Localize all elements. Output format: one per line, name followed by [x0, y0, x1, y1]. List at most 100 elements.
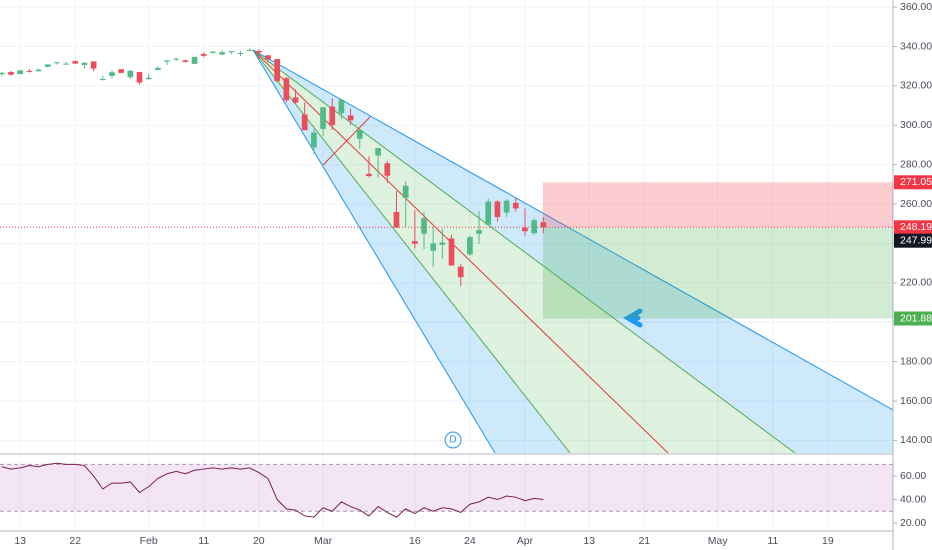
y-tick-label: 140.00 — [900, 434, 932, 446]
candle-body — [512, 202, 519, 209]
x-tick-label: 11 — [198, 535, 209, 547]
y-tick-label: 320.00 — [900, 80, 932, 92]
y-tick-label: 360.00 — [900, 1, 932, 13]
x-tick-label: Apr — [517, 535, 534, 547]
candle-body — [531, 220, 537, 234]
candle-body — [366, 173, 372, 177]
candle-body — [72, 61, 79, 64]
x-tick-label: May — [708, 535, 729, 547]
event-marker[interactable] — [444, 431, 462, 449]
stop-label-bg — [894, 175, 932, 190]
candle-body — [35, 69, 42, 72]
candle-body — [301, 114, 308, 131]
candle-body — [421, 218, 427, 234]
candle-body — [237, 52, 244, 54]
candle-body — [467, 237, 473, 255]
fan-line — [252, 49, 796, 453]
rsi-band — [0, 464, 893, 512]
stop-label: 271.05 — [900, 176, 932, 188]
candle-body — [164, 60, 170, 62]
y-tick-label: 280.00 — [900, 158, 932, 170]
position-stop-zone — [543, 182, 893, 228]
position-target-zone — [543, 227, 893, 319]
candle-body — [210, 51, 216, 53]
gann-fan — [252, 49, 893, 453]
candle-body — [494, 201, 501, 218]
y-tick-label: 180.00 — [900, 355, 932, 367]
y-tick-label: 300.00 — [900, 119, 932, 131]
candle-body — [182, 60, 189, 62]
y-tick-label: 340.00 — [900, 40, 932, 52]
candle-body — [155, 67, 161, 70]
fan-line — [252, 49, 893, 411]
candle-body — [457, 266, 464, 278]
candle-body — [384, 163, 391, 176]
target-label: 201.88 — [900, 312, 932, 324]
candle-body — [439, 242, 446, 245]
x-tick-label: 19 — [822, 535, 834, 547]
candle-body — [0, 72, 5, 75]
candle-body — [63, 63, 69, 65]
candle-body — [200, 53, 207, 56]
candle-body — [448, 238, 455, 266]
fan-band — [253, 50, 893, 453]
candle-body — [338, 99, 345, 114]
candle-body — [145, 77, 152, 80]
x-tick-label: 13 — [14, 535, 26, 547]
fan-line — [252, 49, 496, 453]
y-tick-label: 60.00 — [900, 470, 926, 482]
candle-body — [26, 70, 33, 72]
candle-body — [274, 59, 281, 82]
candle-body — [402, 185, 409, 198]
candle-body — [283, 78, 290, 101]
candle-body — [430, 243, 437, 251]
candle-body — [219, 52, 225, 55]
fan-perpendicular — [322, 116, 371, 166]
candle-body — [173, 58, 180, 60]
candle-body — [90, 61, 97, 69]
candle-body — [292, 97, 299, 103]
candle-body — [17, 70, 24, 75]
rsi-line — [1, 462, 544, 518]
x-tick-label: Feb — [140, 535, 158, 547]
y-tick-label: 40.00 — [900, 493, 926, 505]
candle-body — [246, 49, 253, 51]
candle-body — [356, 130, 363, 139]
candle-body — [81, 62, 88, 65]
candle-body — [228, 51, 235, 53]
plot-layer — [0, 0, 893, 531]
arrow-icon — [623, 308, 643, 328]
x-tick-label: 24 — [464, 535, 476, 547]
entry-label: 247.99 — [900, 234, 932, 246]
candle-body — [54, 62, 60, 64]
y-tick-label: 260.00 — [900, 198, 932, 210]
candle-body — [320, 107, 326, 129]
candle-body — [375, 148, 381, 156]
target-label-bg — [894, 311, 932, 326]
x-tick-label: 16 — [409, 535, 421, 547]
price-label-bg — [894, 220, 932, 235]
y-tick-label: 220.00 — [900, 277, 932, 289]
candle-body — [265, 55, 271, 60]
candle-body — [8, 72, 14, 75]
candle-body — [485, 201, 492, 225]
event-marker-label: D — [449, 435, 456, 446]
y-tick-label: 160.00 — [900, 395, 932, 407]
candle-body — [127, 70, 134, 78]
x-tick-label: 13 — [583, 535, 595, 547]
candle-body — [191, 56, 198, 64]
x-tick-label: 21 — [638, 535, 650, 547]
candle-body — [99, 78, 106, 80]
candle-body — [393, 211, 400, 228]
candle-body — [311, 132, 317, 148]
candle-body — [136, 72, 143, 83]
candle-body — [503, 200, 510, 213]
x-tick-label: Mar — [314, 535, 333, 547]
candle-body — [329, 106, 336, 125]
x-tick-label: 22 — [69, 535, 81, 547]
entry-label-bg — [894, 233, 932, 248]
candle-body — [44, 64, 51, 67]
candle-body — [347, 115, 354, 121]
candle-body — [109, 72, 115, 76]
